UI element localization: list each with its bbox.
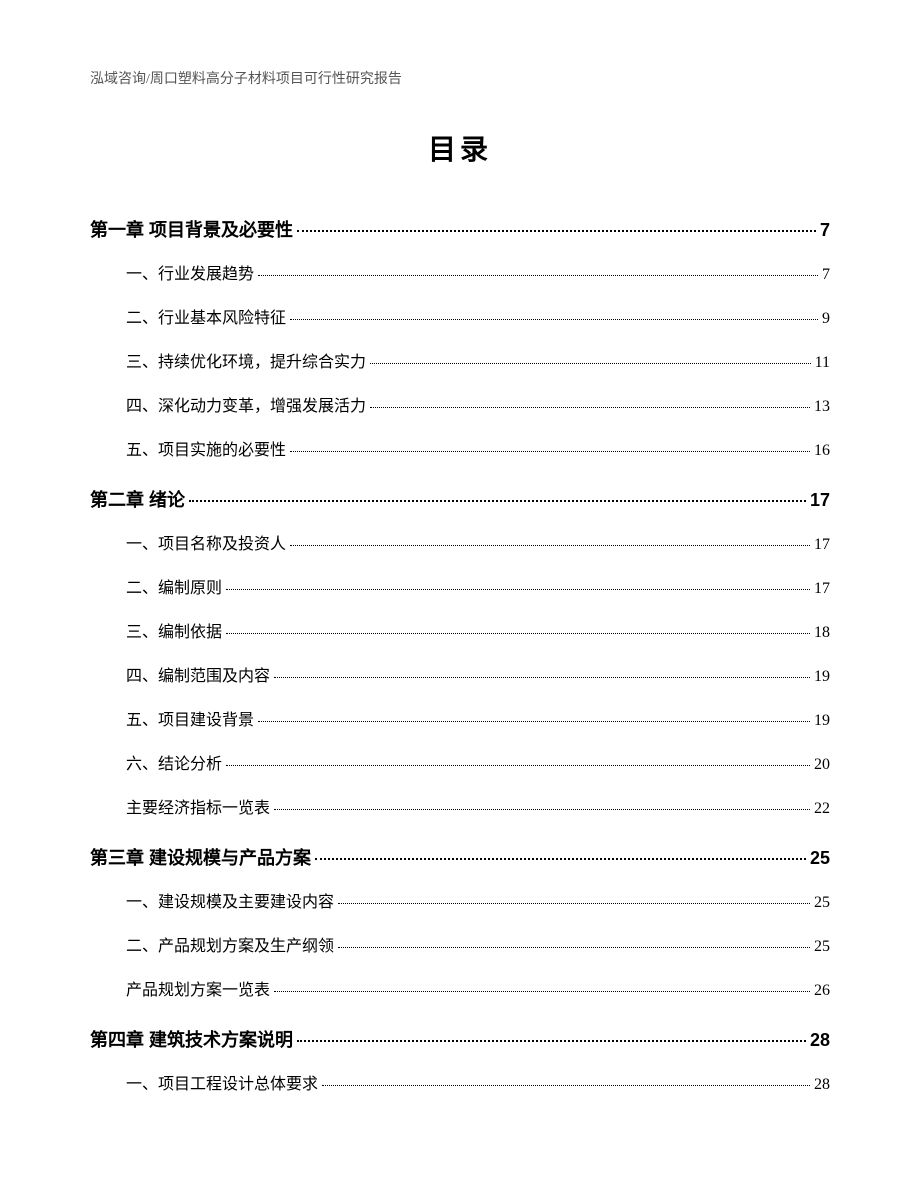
toc-container: 第一章 项目背景及必要性 7 一、行业发展趋势 7 二、行业基本风险特征 9 三、持续优化环… xyxy=(90,216,830,1094)
toc-item: 一、项目工程设计总体要求 28 xyxy=(126,1070,830,1094)
toc-item: 产品规划方案一览表 26 xyxy=(126,976,830,1000)
toc-chapter: 第四章 建筑技术方案说明 28 xyxy=(90,1026,830,1052)
toc-item-label: 产品规划方案一览表 xyxy=(126,976,270,1000)
toc-item-page: 9 xyxy=(822,310,830,328)
toc-leader-dots xyxy=(322,1085,810,1086)
toc-leader-dots xyxy=(290,319,818,320)
toc-item-label: 二、编制原则 xyxy=(126,574,222,598)
toc-chapter-page: 25 xyxy=(810,848,830,869)
toc-item: 主要经济指标一览表 22 xyxy=(126,794,830,818)
toc-leader-dots xyxy=(370,407,810,408)
toc-item-page: 19 xyxy=(814,668,830,686)
toc-item-label: 主要经济指标一览表 xyxy=(126,794,270,818)
document-page: 泓域咨询/周口塑料高分子材料项目可行性研究报告 目录 第一章 项目背景及必要性 7… xyxy=(0,0,920,1174)
toc-leader-dots xyxy=(315,858,806,860)
toc-item-page: 19 xyxy=(814,712,830,730)
toc-chapter-label: 第三章 建设规模与产品方案 xyxy=(90,844,311,870)
toc-leader-dots xyxy=(258,275,818,276)
toc-item-page: 11 xyxy=(815,354,830,372)
toc-item: 一、行业发展趋势 7 xyxy=(126,260,830,284)
toc-leader-dots xyxy=(226,765,810,766)
toc-leader-dots xyxy=(338,903,810,904)
toc-item: 五、项目实施的必要性 16 xyxy=(126,436,830,460)
toc-item-page: 7 xyxy=(822,266,830,284)
toc-item: 一、建设规模及主要建设内容 25 xyxy=(126,888,830,912)
toc-item: 一、项目名称及投资人 17 xyxy=(126,530,830,554)
toc-item: 二、编制原则 17 xyxy=(126,574,830,598)
toc-item-page: 17 xyxy=(814,580,830,598)
toc-chapter-page: 7 xyxy=(820,220,830,241)
toc-chapter-label: 第二章 绪论 xyxy=(90,486,185,512)
toc-leader-dots xyxy=(290,451,810,452)
running-header: 泓域咨询/周口塑料高分子材料项目可行性研究报告 xyxy=(90,68,830,88)
toc-leader-dots xyxy=(189,500,806,502)
toc-chapter-page: 17 xyxy=(810,490,830,511)
toc-item-page: 28 xyxy=(814,1076,830,1094)
toc-leader-dots xyxy=(258,721,810,722)
toc-item-label: 一、项目工程设计总体要求 xyxy=(126,1070,318,1094)
toc-item-page: 26 xyxy=(814,982,830,1000)
toc-item: 二、产品规划方案及生产纲领 25 xyxy=(126,932,830,956)
toc-item: 三、编制依据 18 xyxy=(126,618,830,642)
toc-item-label: 五、项目实施的必要性 xyxy=(126,436,286,460)
toc-leader-dots xyxy=(290,545,810,546)
toc-item-page: 16 xyxy=(814,442,830,460)
toc-chapter: 第三章 建设规模与产品方案 25 xyxy=(90,844,830,870)
toc-item: 四、深化动力变革，增强发展活力 13 xyxy=(126,392,830,416)
toc-leader-dots xyxy=(274,991,810,992)
toc-title: 目录 xyxy=(90,128,830,168)
toc-item-label: 二、产品规划方案及生产纲领 xyxy=(126,932,334,956)
toc-item-page: 17 xyxy=(814,536,830,554)
toc-chapter: 第一章 项目背景及必要性 7 xyxy=(90,216,830,242)
toc-item-page: 22 xyxy=(814,800,830,818)
toc-item: 二、行业基本风险特征 9 xyxy=(126,304,830,328)
toc-item-page: 25 xyxy=(814,894,830,912)
toc-chapter-page: 28 xyxy=(810,1030,830,1051)
toc-item-page: 18 xyxy=(814,624,830,642)
toc-item-label: 四、深化动力变革，增强发展活力 xyxy=(126,392,366,416)
toc-item-page: 13 xyxy=(814,398,830,416)
toc-chapter: 第二章 绪论 17 xyxy=(90,486,830,512)
toc-item: 五、项目建设背景 19 xyxy=(126,706,830,730)
toc-item-page: 20 xyxy=(814,756,830,774)
toc-leader-dots xyxy=(226,633,810,634)
toc-item-label: 六、结论分析 xyxy=(126,750,222,774)
toc-leader-dots xyxy=(274,809,810,810)
toc-leader-dots xyxy=(226,589,810,590)
toc-item-label: 一、行业发展趋势 xyxy=(126,260,254,284)
toc-item-label: 三、编制依据 xyxy=(126,618,222,642)
toc-leader-dots xyxy=(370,363,811,364)
toc-leader-dots xyxy=(338,947,810,948)
toc-item: 三、持续优化环境，提升综合实力 11 xyxy=(126,348,830,372)
toc-chapter-label: 第一章 项目背景及必要性 xyxy=(90,216,293,242)
toc-leader-dots xyxy=(297,230,816,232)
toc-item-label: 二、行业基本风险特征 xyxy=(126,304,286,328)
toc-item-label: 一、项目名称及投资人 xyxy=(126,530,286,554)
toc-item-page: 25 xyxy=(814,938,830,956)
toc-item: 四、编制范围及内容 19 xyxy=(126,662,830,686)
toc-item-label: 四、编制范围及内容 xyxy=(126,662,270,686)
toc-item-label: 五、项目建设背景 xyxy=(126,706,254,730)
toc-chapter-label: 第四章 建筑技术方案说明 xyxy=(90,1026,293,1052)
toc-item: 六、结论分析 20 xyxy=(126,750,830,774)
toc-leader-dots xyxy=(297,1040,806,1042)
toc-item-label: 三、持续优化环境，提升综合实力 xyxy=(126,348,366,372)
toc-leader-dots xyxy=(274,677,810,678)
toc-item-label: 一、建设规模及主要建设内容 xyxy=(126,888,334,912)
